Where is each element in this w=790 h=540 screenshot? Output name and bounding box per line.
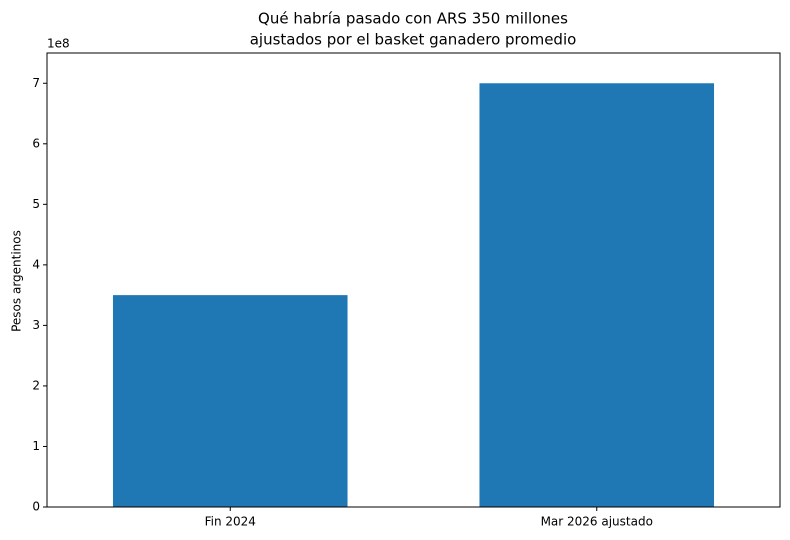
- x-tick-label: Fin 2024: [205, 515, 256, 529]
- bar: [112, 295, 348, 507]
- plot-frame: [46, 52, 781, 508]
- y-tick-label: 4: [32, 257, 40, 271]
- bar: [479, 83, 715, 508]
- y-offset-label: 1e8: [47, 37, 70, 51]
- y-tick-label: 7: [32, 76, 40, 90]
- y-axis-label: Pesos argentinos: [10, 230, 24, 332]
- y-tick-label: 6: [32, 136, 40, 150]
- chart-title: Qué habría pasado con ARS 350 millones: [258, 10, 568, 28]
- y-tick-label: 0: [32, 500, 40, 514]
- y-tick-label: 2: [32, 378, 40, 392]
- y-tick-label: 1: [32, 439, 40, 453]
- y-tick-label: 3: [32, 318, 40, 332]
- chart-title: ajustados por el basket ganadero promedi…: [250, 31, 577, 49]
- y-tick-label: 5: [32, 197, 40, 211]
- x-tick-label: Mar 2026 ajustado: [541, 515, 653, 529]
